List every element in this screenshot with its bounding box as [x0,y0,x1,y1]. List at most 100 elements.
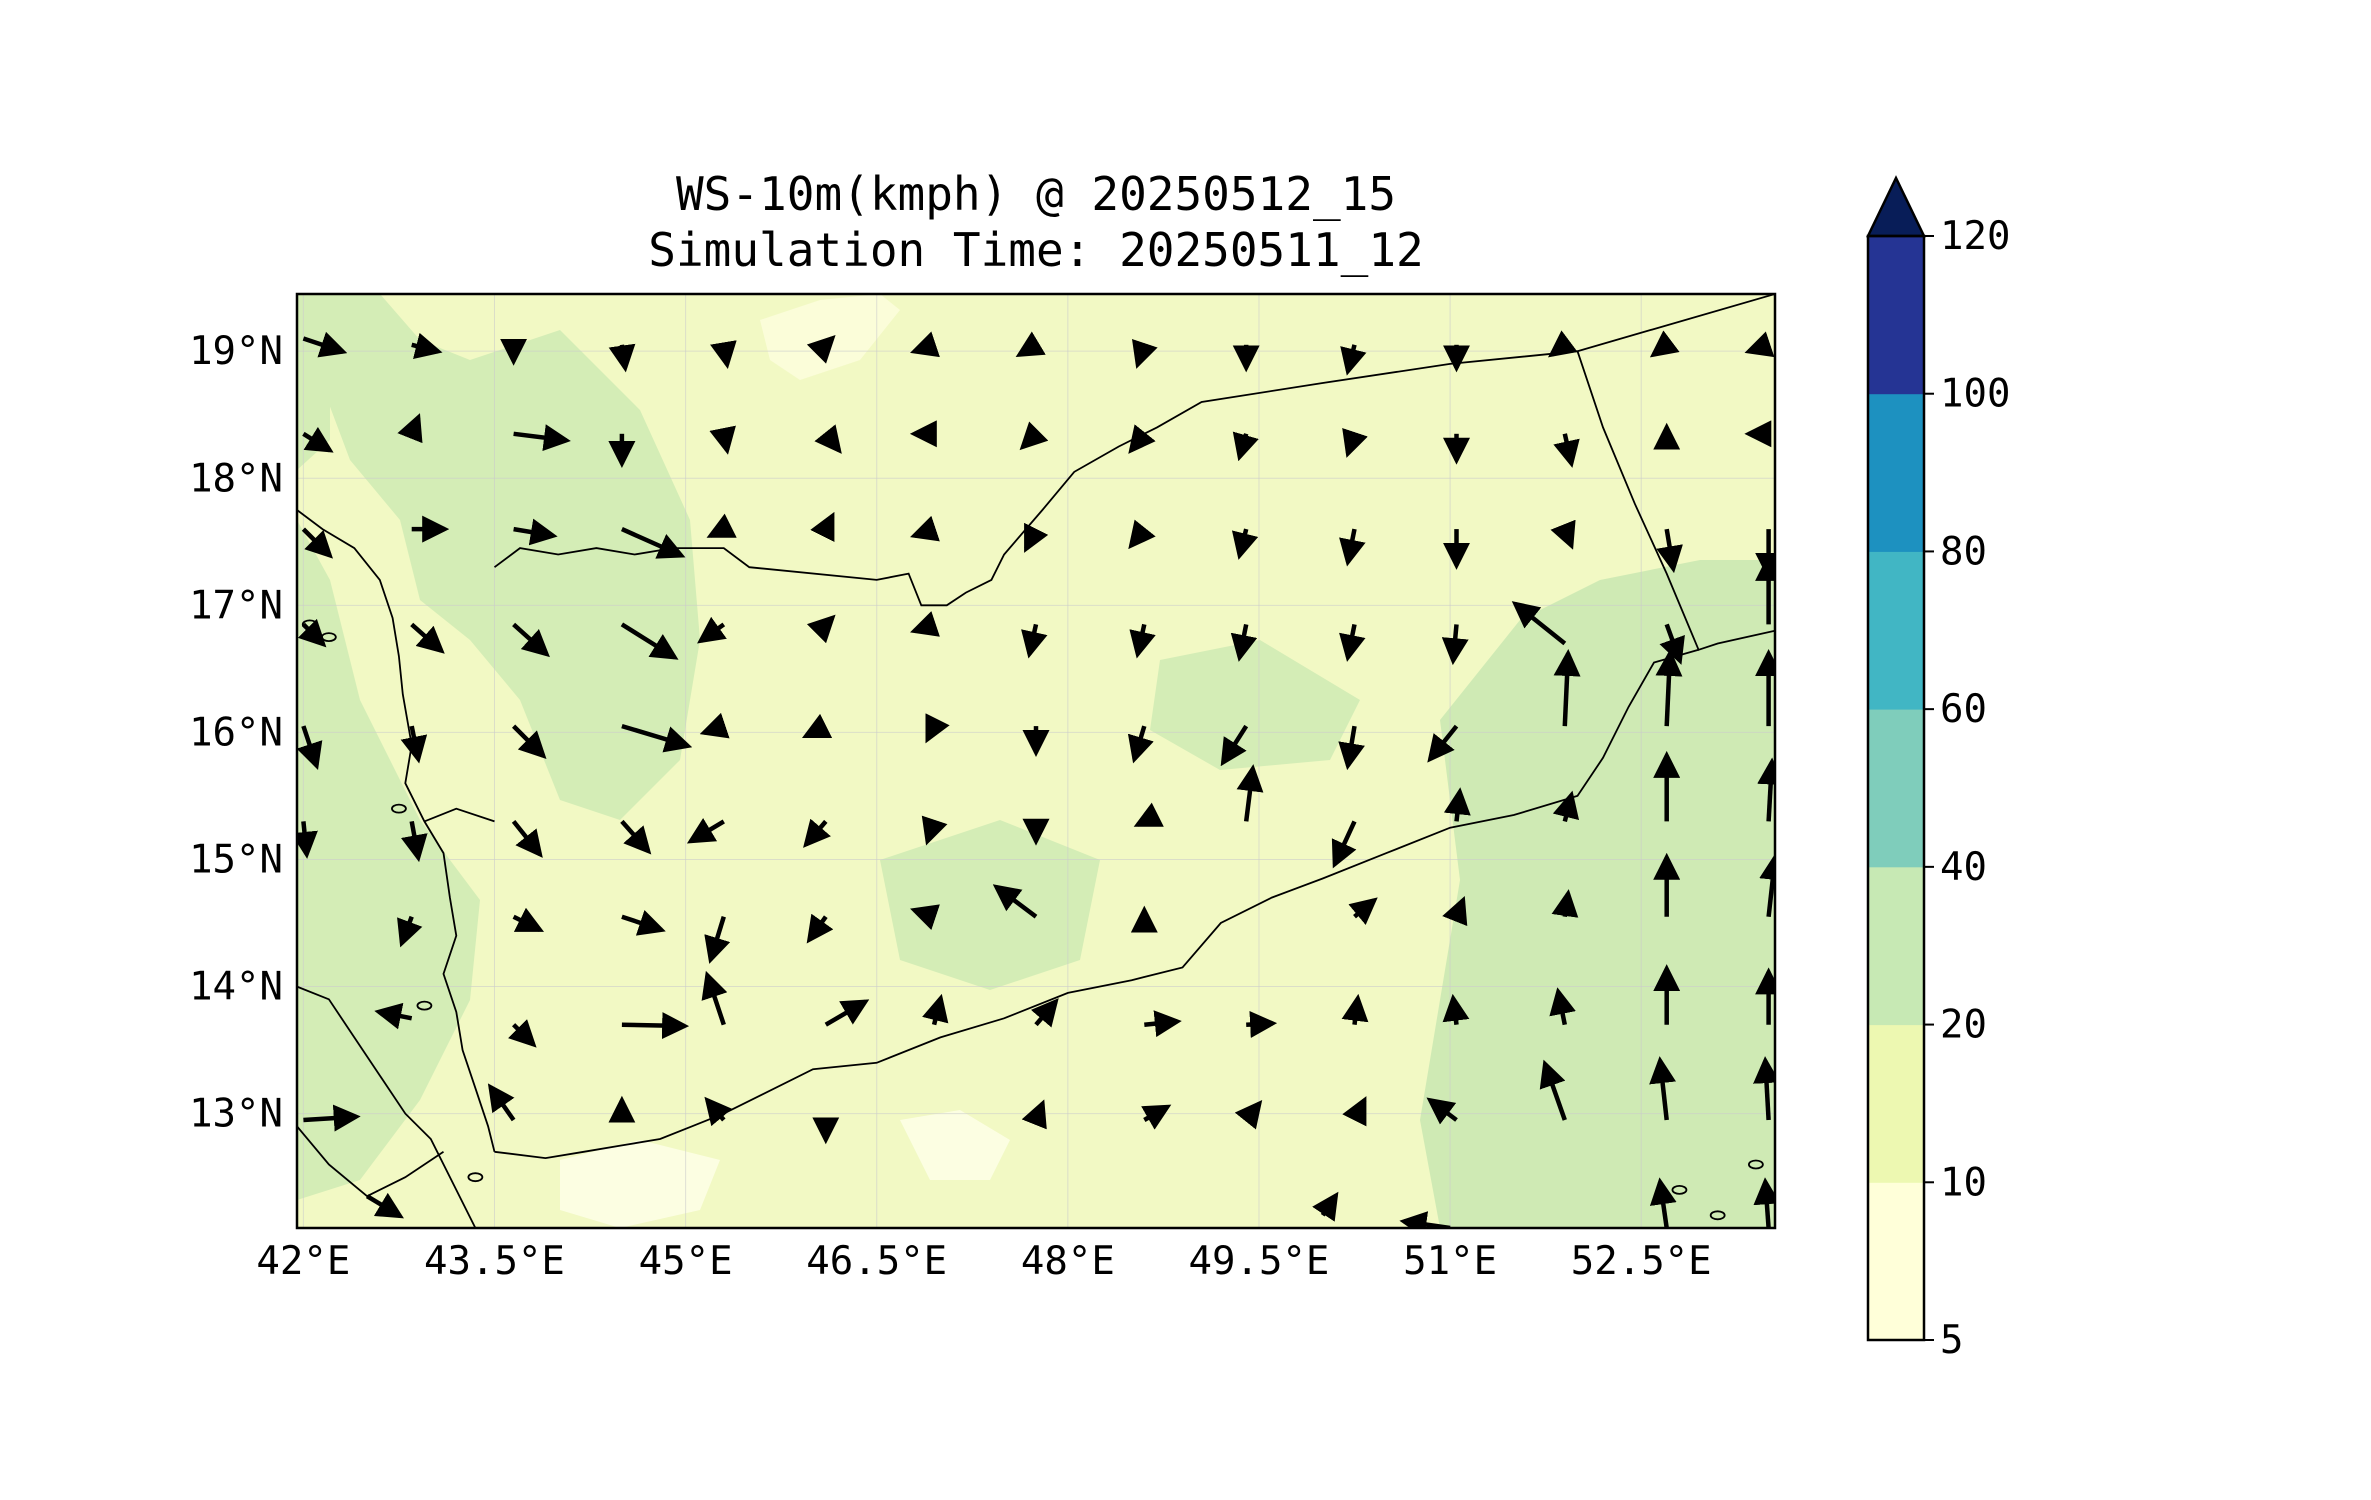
wind-arrow [1339,623,1366,662]
wind-arrow [992,884,1038,919]
island-outline [416,1000,433,1011]
island-outline [467,1172,484,1183]
wind-arrow [1338,725,1365,771]
wind-arrow [1231,528,1259,560]
wind-arrow [1442,993,1470,1025]
island-outline [1709,1210,1726,1221]
wind-arrow [1553,433,1580,468]
wind-arrow [806,335,836,364]
wind-arrow [806,913,834,944]
wind-arrow [411,332,443,360]
lon-tick-label: 49.5°E [1189,1239,1330,1284]
wind-arrow [621,723,693,753]
wind-arrow [1551,889,1579,918]
wind-arrow [1550,519,1576,550]
wind-arrow [709,425,736,455]
wind-arrow [704,1096,733,1127]
colorbar-tick-label: 40 [1940,845,1987,890]
wind-arrow [1312,1191,1339,1222]
wind-arrow [1019,421,1049,451]
wind-arrow [297,725,323,770]
wind-arrow [1128,424,1156,454]
wind-arrow [1141,1104,1172,1130]
wind-arrow [697,616,727,644]
wind-arrow [1232,431,1259,462]
wind-arrow [621,909,666,936]
wind-arrow [710,340,737,370]
wind-arrow [1549,987,1576,1026]
lon-tick-label: 46.5°E [806,1239,947,1284]
wind-arrow [910,515,940,542]
colorbar-tick-label: 60 [1940,687,1987,732]
border-yemen-saudi-inner [424,807,495,823]
coastline-red-sea-saudi-yemen [493,294,1775,607]
wind-arrow [1744,331,1775,358]
wind-arrow [706,513,737,538]
wind-arrow [803,818,831,848]
wind-arrow [922,993,949,1026]
wind-arrow [1021,1099,1047,1130]
wind-arrow [1024,522,1049,553]
wind-arrow [925,713,950,744]
wind-arrow [1539,1059,1567,1121]
wind-arrow [1236,764,1264,822]
wind-arrow [1331,820,1357,869]
lat-tick-label: 19°N [189,329,283,374]
colorbar: 5 10 20 40 60 80 100 120 [1866,175,2010,1363]
map-frame [295,292,1777,1230]
colorbar-extend-triangle [1866,175,1926,238]
wind-arrow [1753,1177,1775,1228]
wind-arrow [1511,601,1567,646]
wind-arrow [303,1104,361,1132]
wind-arrow [397,413,423,444]
wind-arrow [699,712,730,739]
wind-arrow [512,724,547,759]
wind-arrow [608,343,636,373]
wind-arrow [1427,724,1459,763]
wind-arrow [301,527,333,559]
wind-arrow [1426,1097,1458,1125]
wind-arrow [1133,802,1164,827]
colorbar-tick-label: 5 [1940,1318,1963,1363]
colorbar-tick-label: 80 [1940,529,1987,574]
wind-arrow [1656,528,1683,574]
colorbar-segment [1868,236,1924,395]
wind-arrow [374,1002,413,1030]
colorbar-tick-label: 10 [1940,1160,1987,1205]
wind-arrow [297,821,318,859]
wind-arrow [1132,338,1158,369]
wind-arrow [1553,649,1581,727]
lat-tick-label: 13°N [189,1092,283,1137]
colorbar-tick-label: 100 [1940,372,2010,417]
lon-tick-label: 42°E [256,1239,350,1284]
wind-arrow [512,907,545,932]
wind-arrow [1220,724,1249,767]
map-panel: 42°E 43.5°E 45°E 46.5°E 48°E 49.5°E 51°E 52.5°E… [189,292,1777,1284]
wind-arrow [1757,757,1775,822]
island-outline [1747,1159,1764,1170]
wind-arrow [297,618,327,648]
wind-arrow [1441,624,1469,666]
shade-band-5-10-south2 [900,1110,1010,1180]
wind-arrow [1348,897,1378,925]
wind-arrow [302,331,348,358]
wind-arrow [1655,649,1683,727]
lat-tick-label: 17°N [189,583,283,628]
wind-arrow [1442,896,1468,927]
shade-band-20-40-north [297,294,330,470]
wind-arrow [704,916,731,964]
wind-arrow [1753,1056,1775,1121]
lat-tick-label: 18°N [189,456,283,501]
wind-arrow [806,614,836,644]
wind-arrow [621,1012,690,1040]
wind-arrow [620,622,679,660]
wind-arrow [1342,427,1368,458]
longitude-tick-labels: 42°E 43.5°E 45°E 46.5°E 48°E 49.5°E 51°E 52.5°E [256,1239,1711,1284]
latitude-tick-labels: 19°N 18°N 17°N 16°N 15°N 14°N 13°N [189,329,283,1136]
wind-arrow [1230,623,1258,662]
wind-arrow [921,815,948,846]
colorbar-tick-label: 120 [1940,214,2010,259]
wind-arrow [1443,787,1471,822]
wind-arrow [365,1192,404,1219]
wind-arrow [1340,344,1367,376]
